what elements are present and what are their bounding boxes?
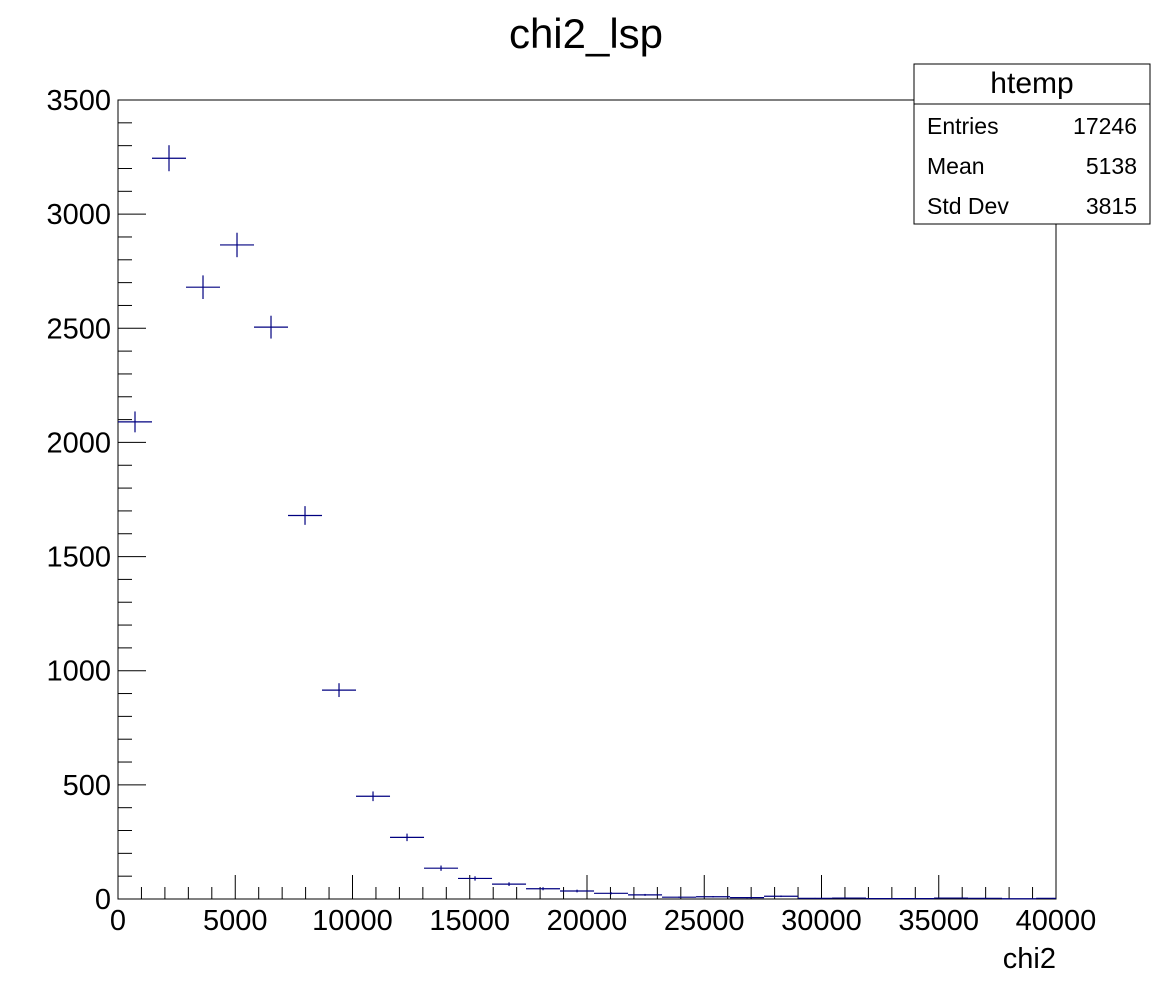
data-point [560,889,595,893]
data-point [662,896,697,898]
data-point [220,232,255,258]
stats-mean-label: Mean [927,153,985,179]
stats-stddev-label: Std Dev [927,193,1009,219]
stats-entries-label: Entries [927,113,999,139]
data-point [526,887,561,891]
data-point [322,683,357,698]
x-tick-label: 5000 [203,905,268,937]
x-tick-label: 15000 [429,905,510,937]
axis-ticks: 0 5000 10000 15000 20000 25000 30000 35000 40000… [46,85,1096,937]
data-points [118,145,1056,900]
data-point [356,791,391,802]
data-point [594,892,629,895]
data-point [900,897,935,900]
x-tick-label: 10000 [312,905,393,937]
data-point [968,897,1003,899]
data-point [798,897,833,899]
stats-mean-value: 5138 [1086,153,1137,179]
y-tick-label: 3500 [46,85,111,117]
data-point [730,897,765,899]
x-tick-label: 25000 [664,905,745,937]
stats-stddev-value: 3815 [1086,193,1137,219]
stats-entries-value: 17246 [1073,113,1137,139]
y-tick-label: 500 [63,770,111,802]
x-tick-label: 20000 [547,905,628,937]
x-axis-label: chi2 [1003,943,1056,975]
data-point [866,897,901,900]
y-tick-label: 2500 [46,313,111,345]
x-tick-label: 35000 [898,905,979,937]
data-point [1036,897,1056,899]
data-point [764,895,799,898]
data-point [934,897,969,899]
data-point [118,411,153,433]
chart-title: chi2_lsp [509,10,663,57]
data-point [696,895,731,898]
data-point [186,275,221,300]
data-point [152,145,187,172]
y-tick-label: 0 [95,884,111,916]
data-point [424,865,459,871]
x-tick-label: 40000 [1016,905,1097,937]
y-tick-label: 2000 [46,427,111,459]
y-tick-label: 3000 [46,199,111,231]
data-point [254,315,289,339]
data-point [288,506,323,525]
data-point [628,893,663,896]
x-tick-label: 30000 [781,905,862,937]
data-point [832,897,867,899]
x-tick-label: 0 [110,905,126,937]
y-tick-label: 1000 [46,656,111,688]
data-point [492,882,527,887]
data-point [390,833,425,842]
stats-box-title: htemp [990,67,1073,100]
stats-box: htemp Entries 17246 Mean 5138 Std Dev 38… [913,63,1151,225]
data-point [458,876,493,881]
y-tick-label: 1500 [46,542,111,574]
